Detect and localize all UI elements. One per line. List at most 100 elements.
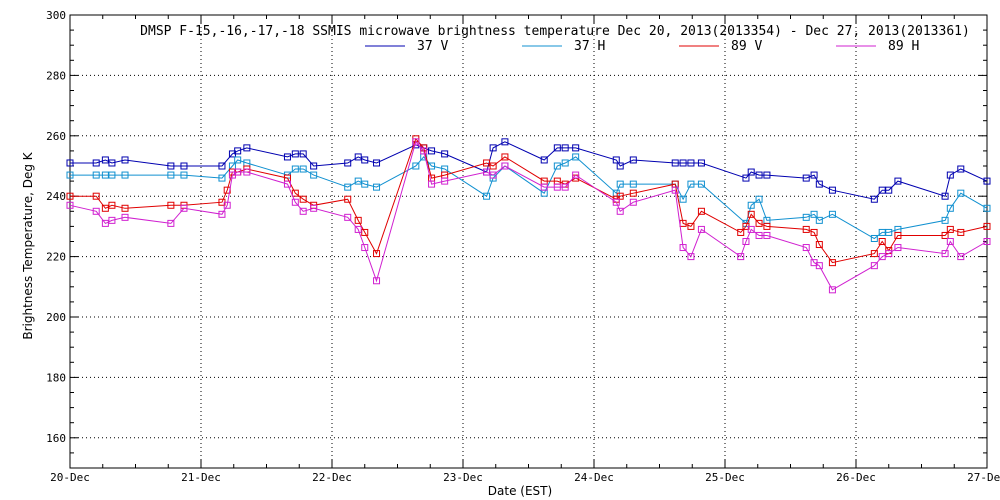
data-point-37-v [742, 174, 750, 182]
data-point-37-v [802, 174, 810, 182]
data-point-89-v [802, 225, 810, 233]
data-point-89-v [747, 210, 755, 218]
data-point-37-v [373, 159, 381, 167]
data-point-89-v [344, 195, 352, 203]
data-point-37-h [616, 180, 624, 188]
data-point-89-v [894, 231, 902, 239]
data-point-37-v [108, 159, 116, 167]
data-point-37-v [810, 171, 818, 179]
x-tick-label: 26-Dec [836, 471, 876, 484]
data-point-37-h [180, 171, 188, 179]
data-point-89-h [540, 183, 548, 191]
data-point-37-h [373, 183, 381, 191]
data-point-37-h [679, 195, 687, 203]
data-point-89-h [483, 168, 491, 176]
data-point-89-v [299, 195, 307, 203]
data-point-89-h [946, 238, 954, 245]
data-point-89-h [697, 225, 705, 233]
data-point-89-h [687, 253, 695, 261]
data-point-37-v [679, 159, 687, 167]
data-point-89-h [66, 201, 74, 209]
series-layer [66, 135, 991, 294]
series-line-89-h [69, 140, 988, 291]
data-point-89-h [310, 204, 318, 212]
data-point-37-h [941, 216, 949, 224]
x-axis-label: Date (EST) [488, 484, 552, 498]
data-point-37-v [428, 147, 436, 155]
data-point-89-h [344, 213, 352, 221]
data-point-37-h [92, 171, 100, 179]
data-point-37-v [167, 162, 175, 170]
legend-label-89-v: 89 V [731, 39, 762, 54]
data-point-89-h [218, 210, 226, 218]
data-point-37-h [361, 180, 369, 188]
data-point-89-v [501, 153, 509, 161]
y-tick-label: 180 [46, 371, 66, 384]
data-point-89-h [763, 231, 771, 239]
data-point-89-v [373, 250, 381, 258]
data-point-37-v [101, 156, 109, 164]
data-point-89-v [946, 225, 954, 233]
data-point-37-v [92, 159, 100, 167]
data-point-37-v [815, 180, 823, 188]
data-point-89-h [180, 204, 188, 212]
y-tick-label: 160 [46, 432, 66, 445]
data-point-89-v [291, 189, 299, 197]
data-point-37-v [671, 159, 679, 167]
data-point-37-v [121, 156, 129, 164]
axis-ticks: 20-Dec 21-Dec 22-Dec 23-Dec 24-Dec 25-Dec 26-D… [46, 9, 1000, 484]
data-point-89-v [828, 259, 836, 267]
data-point-89-v [489, 162, 497, 170]
y-tick-label: 220 [46, 251, 66, 264]
data-point-89-v [121, 204, 129, 212]
data-point-89-v [983, 222, 991, 230]
data-point-37-h [687, 180, 695, 188]
data-point-37-v [291, 150, 299, 158]
data-point-37-v [894, 177, 902, 185]
data-point-37-h [561, 159, 569, 167]
data-point-89-v [870, 250, 878, 258]
data-point-37-v [957, 165, 965, 173]
data-point-37-v [687, 159, 695, 167]
data-point-89-v [697, 207, 705, 215]
data-point-89-h [101, 219, 109, 227]
data-point-37-v [941, 192, 949, 200]
data-point-37-v [572, 144, 580, 152]
data-point-37-v [501, 138, 509, 146]
data-point-37-v [885, 186, 893, 194]
data-point-37-v [180, 162, 188, 170]
x-tick-label: 22-Dec [312, 471, 352, 484]
data-point-89-v [66, 192, 74, 200]
data-point-37-h [885, 228, 893, 236]
data-point-89-h [941, 250, 949, 258]
y-axis-label: Brightness Temperature, Deg K [21, 151, 35, 339]
data-point-89-h [441, 177, 449, 185]
data-point-37-v [243, 144, 251, 152]
data-point-89-h [894, 244, 902, 252]
data-point-37-h [553, 162, 561, 170]
x-tick-label: 20-Dec [50, 471, 90, 484]
data-point-89-h [354, 225, 362, 233]
data-point-37-h [957, 189, 965, 197]
data-point-89-h [671, 186, 679, 194]
series-line-37-h [70, 156, 988, 240]
data-point-37-h [310, 171, 318, 179]
data-point-37-v [540, 156, 548, 164]
y-tick-label: 240 [46, 190, 66, 203]
legend-label-89-h: 89 H [888, 39, 919, 54]
data-point-37-h [354, 177, 362, 185]
data-point-37-v [747, 168, 755, 176]
data-point-37-h [167, 171, 175, 179]
data-point-37-h [747, 201, 755, 209]
data-point-37-h [344, 183, 352, 191]
data-point-89-h [412, 138, 420, 146]
y-tick-label: 300 [46, 9, 66, 22]
data-point-37-h [697, 180, 705, 188]
data-point-37-v [828, 186, 836, 194]
data-point-89-h [679, 244, 687, 252]
data-point-89-h [299, 207, 307, 215]
data-point-37-h [412, 162, 420, 170]
data-point-37-h [218, 174, 226, 182]
y-tick-label: 200 [46, 311, 66, 324]
data-point-89-h [815, 262, 823, 270]
